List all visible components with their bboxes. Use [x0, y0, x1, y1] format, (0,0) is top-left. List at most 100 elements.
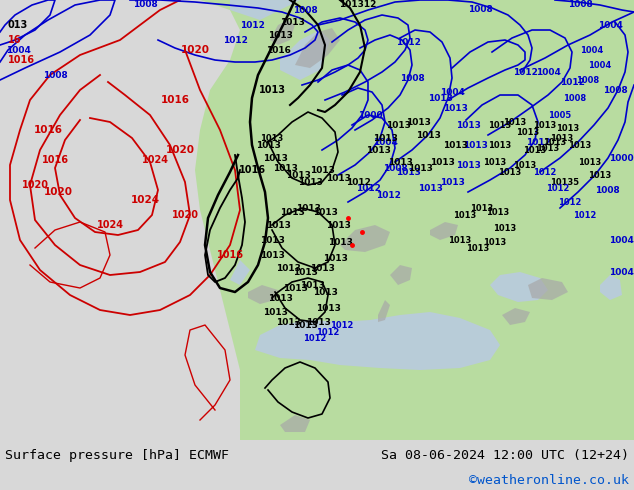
- Text: 1004: 1004: [609, 268, 634, 276]
- Polygon shape: [600, 275, 622, 300]
- Text: 1013: 1013: [280, 207, 304, 217]
- Text: 1013: 1013: [578, 157, 602, 167]
- Text: 1013: 1013: [588, 171, 612, 179]
- Text: 1013: 1013: [427, 94, 453, 102]
- Text: 1020: 1020: [22, 180, 48, 190]
- Text: 1005: 1005: [548, 111, 572, 120]
- Text: 1013: 1013: [262, 153, 287, 163]
- Polygon shape: [490, 272, 548, 302]
- Text: 1012: 1012: [512, 68, 538, 76]
- Text: 1013: 1013: [259, 85, 285, 95]
- Text: 1013: 1013: [268, 294, 292, 302]
- Text: 1013: 1013: [516, 127, 540, 137]
- Text: 1008: 1008: [595, 186, 620, 195]
- Polygon shape: [0, 0, 110, 260]
- Text: 1012: 1012: [316, 327, 340, 337]
- Text: 1013: 1013: [297, 177, 323, 187]
- Text: 1013: 1013: [292, 268, 318, 276]
- Text: 1020: 1020: [44, 187, 72, 197]
- Polygon shape: [430, 222, 458, 240]
- Text: 1012: 1012: [547, 184, 570, 193]
- Text: 1013: 1013: [276, 318, 301, 326]
- Text: 1004: 1004: [609, 236, 634, 245]
- Text: 1013: 1013: [418, 184, 443, 193]
- Text: 1024: 1024: [131, 195, 160, 205]
- Text: 1013: 1013: [557, 123, 579, 132]
- Text: 1013: 1013: [568, 141, 592, 149]
- Text: 1013: 1013: [483, 157, 507, 167]
- Text: 1013: 1013: [283, 284, 307, 293]
- Text: ©weatheronline.co.uk: ©weatheronline.co.uk: [469, 473, 629, 487]
- Text: 1012: 1012: [240, 21, 264, 29]
- Text: 1013: 1013: [328, 238, 353, 246]
- Text: 1013: 1013: [456, 161, 481, 170]
- Text: 1008: 1008: [564, 94, 586, 102]
- Text: 1013: 1013: [503, 118, 527, 126]
- Text: 1013: 1013: [256, 141, 280, 149]
- Text: 1000: 1000: [358, 111, 382, 120]
- Text: 1004: 1004: [588, 60, 612, 70]
- Text: 1008: 1008: [133, 0, 157, 9]
- Text: 1016: 1016: [41, 155, 68, 165]
- Text: 1013: 1013: [488, 121, 512, 129]
- Text: 1013: 1013: [406, 118, 430, 126]
- Text: 1013: 1013: [430, 157, 455, 167]
- Polygon shape: [230, 0, 300, 20]
- Text: 1000: 1000: [609, 153, 634, 163]
- Polygon shape: [248, 285, 278, 304]
- Text: 1013: 1013: [292, 320, 318, 329]
- Polygon shape: [0, 0, 240, 440]
- Polygon shape: [280, 415, 310, 432]
- Text: 1013: 1013: [443, 141, 467, 149]
- Text: 1013: 1013: [285, 171, 311, 179]
- Text: 1013: 1013: [498, 168, 522, 176]
- Text: 1013: 1013: [262, 308, 287, 317]
- Polygon shape: [502, 308, 530, 325]
- Text: 1020: 1020: [181, 45, 209, 55]
- Polygon shape: [378, 300, 390, 322]
- Text: 1012: 1012: [223, 35, 247, 45]
- Text: 1016: 1016: [238, 165, 266, 175]
- Text: 1008: 1008: [42, 71, 67, 79]
- Text: 1016: 1016: [34, 125, 63, 135]
- Text: 1024: 1024: [141, 155, 169, 165]
- Text: 1013: 1013: [326, 220, 351, 229]
- Text: 1013: 1013: [483, 238, 507, 246]
- Text: 1013: 1013: [306, 318, 330, 326]
- Text: Sa 08-06-2024 12:00 UTC (12+24): Sa 08-06-2024 12:00 UTC (12+24): [381, 448, 629, 462]
- Text: 1013: 1013: [488, 141, 512, 149]
- Text: 1013: 1013: [326, 173, 351, 182]
- Text: 1008: 1008: [468, 5, 493, 14]
- Text: 1013: 1013: [280, 18, 304, 26]
- Polygon shape: [0, 0, 340, 440]
- Text: 1013: 1013: [448, 236, 472, 245]
- Text: 1013: 1013: [443, 103, 467, 113]
- Text: 1013: 1013: [486, 207, 510, 217]
- Text: 10135: 10135: [550, 177, 579, 187]
- Text: 1013: 1013: [261, 133, 283, 143]
- Polygon shape: [340, 225, 390, 252]
- Text: 1013: 1013: [299, 280, 325, 290]
- Text: 1013: 1013: [316, 303, 340, 313]
- Text: 16: 16: [8, 35, 22, 45]
- Text: 1016: 1016: [8, 55, 35, 65]
- Text: 1004: 1004: [439, 88, 465, 97]
- Polygon shape: [400, 320, 415, 340]
- Text: 1008: 1008: [383, 164, 408, 172]
- Text: 1008: 1008: [603, 86, 628, 95]
- Text: 1013: 1013: [273, 164, 297, 172]
- Text: 1012: 1012: [396, 38, 420, 47]
- Text: 1012: 1012: [346, 177, 370, 187]
- Text: 1013: 1013: [536, 144, 560, 152]
- Polygon shape: [295, 28, 340, 68]
- Text: 1013: 1013: [313, 207, 337, 217]
- Text: 1013: 1013: [415, 130, 441, 140]
- Text: 1024: 1024: [96, 220, 124, 230]
- Text: 1013: 1013: [453, 211, 477, 220]
- Text: 101312: 101312: [339, 0, 377, 9]
- Text: 1004: 1004: [536, 68, 560, 76]
- Text: 1013: 1013: [295, 203, 320, 213]
- Text: 1016: 1016: [266, 46, 290, 54]
- Text: 1013: 1013: [463, 141, 488, 149]
- Text: Surface pressure [hPa] ECMWF: Surface pressure [hPa] ECMWF: [5, 448, 229, 462]
